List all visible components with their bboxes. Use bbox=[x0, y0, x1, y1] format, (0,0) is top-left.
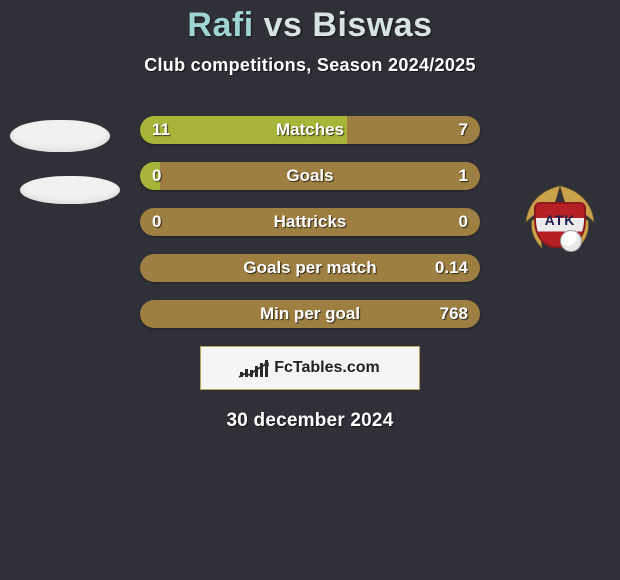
stat-right-value: 7 bbox=[459, 120, 468, 140]
stat-row: Goals per match 0.14 bbox=[140, 254, 480, 282]
bar-chart-icon bbox=[240, 359, 268, 377]
comparison-title: Rafi vs Biswas bbox=[0, 0, 620, 45]
stat-label: Goals bbox=[286, 166, 333, 186]
football-icon bbox=[560, 230, 582, 252]
stat-right-value: 768 bbox=[440, 304, 468, 324]
player1-club-logo-placeholder-1 bbox=[10, 120, 110, 152]
fctables-watermark: FcTables.com bbox=[200, 346, 420, 390]
stat-right-value: 1 bbox=[459, 166, 468, 186]
stat-left-value: 11 bbox=[152, 120, 170, 140]
snapshot-date: 30 december 2024 bbox=[0, 410, 620, 432]
stat-label: Goals per match bbox=[243, 258, 376, 278]
club-badge-text: ATK bbox=[520, 212, 600, 228]
stat-row: Min per goal 768 bbox=[140, 300, 480, 328]
stat-right-value: 0.14 bbox=[435, 258, 468, 278]
stat-left-value: 0 bbox=[152, 212, 161, 232]
player2-club-logo: ATK bbox=[510, 180, 610, 260]
stat-row: 0 Goals 1 bbox=[140, 162, 480, 190]
comparison-subtitle: Club competitions, Season 2024/2025 bbox=[0, 55, 620, 76]
title-player1: Rafi bbox=[187, 6, 253, 44]
stat-label: Min per goal bbox=[260, 304, 360, 324]
player1-club-logo-placeholder-2 bbox=[20, 176, 120, 204]
stat-row: 11 Matches 7 bbox=[140, 116, 480, 144]
fctables-text: FcTables.com bbox=[274, 359, 380, 377]
title-vs: vs bbox=[264, 6, 303, 44]
stat-row: 0 Hattricks 0 bbox=[140, 208, 480, 236]
stat-left-value: 0 bbox=[152, 166, 161, 186]
stat-label: Hattricks bbox=[274, 212, 347, 232]
stat-right-value: 0 bbox=[459, 212, 468, 232]
stat-label: Matches bbox=[276, 120, 344, 140]
stat-rows: 11 Matches 7 0 Goals 1 0 Hattricks 0 Goals per ma… bbox=[140, 116, 480, 328]
title-player2: Biswas bbox=[312, 6, 432, 44]
